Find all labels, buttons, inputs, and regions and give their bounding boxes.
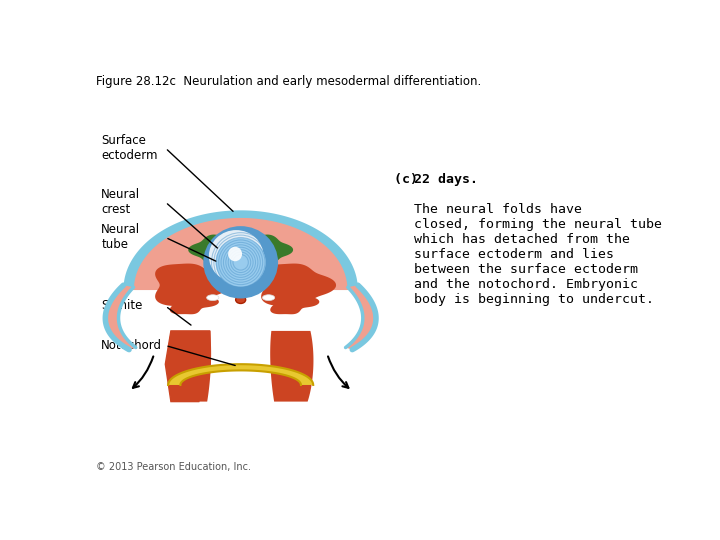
Polygon shape bbox=[240, 248, 269, 268]
Ellipse shape bbox=[215, 238, 266, 287]
Polygon shape bbox=[170, 289, 219, 314]
Polygon shape bbox=[242, 234, 293, 265]
Ellipse shape bbox=[207, 295, 219, 301]
Polygon shape bbox=[188, 234, 240, 265]
Polygon shape bbox=[212, 248, 241, 268]
Polygon shape bbox=[105, 285, 136, 349]
Polygon shape bbox=[270, 289, 320, 314]
Text: Neural
crest: Neural crest bbox=[101, 188, 140, 216]
Text: The neural folds have
closed, forming the neural tube
which has detached from th: The neural folds have closed, forming th… bbox=[414, 203, 662, 306]
Text: Surface
ectoderm: Surface ectoderm bbox=[101, 134, 158, 162]
Polygon shape bbox=[132, 217, 349, 289]
Text: Notochord: Notochord bbox=[101, 339, 162, 352]
Polygon shape bbox=[166, 331, 210, 402]
Polygon shape bbox=[168, 364, 313, 385]
Polygon shape bbox=[124, 211, 358, 289]
Text: Somite: Somite bbox=[101, 300, 143, 313]
Polygon shape bbox=[270, 331, 313, 402]
Text: 22 days.: 22 days. bbox=[414, 173, 477, 186]
Text: (c): (c) bbox=[394, 173, 426, 186]
Ellipse shape bbox=[203, 226, 278, 299]
Text: Figure 28.12c  Neurulation and early mesodermal differentiation.: Figure 28.12c Neurulation and early meso… bbox=[96, 75, 481, 88]
Polygon shape bbox=[155, 264, 230, 307]
Ellipse shape bbox=[209, 230, 264, 282]
Polygon shape bbox=[135, 219, 347, 289]
Polygon shape bbox=[261, 264, 336, 307]
Ellipse shape bbox=[228, 247, 242, 261]
Polygon shape bbox=[346, 285, 376, 349]
Text: © 2013 Pearson Education, Inc.: © 2013 Pearson Education, Inc. bbox=[96, 462, 251, 472]
Ellipse shape bbox=[262, 295, 275, 301]
Text: Neural
tube: Neural tube bbox=[101, 224, 140, 251]
Polygon shape bbox=[168, 331, 211, 402]
Ellipse shape bbox=[235, 296, 246, 303]
